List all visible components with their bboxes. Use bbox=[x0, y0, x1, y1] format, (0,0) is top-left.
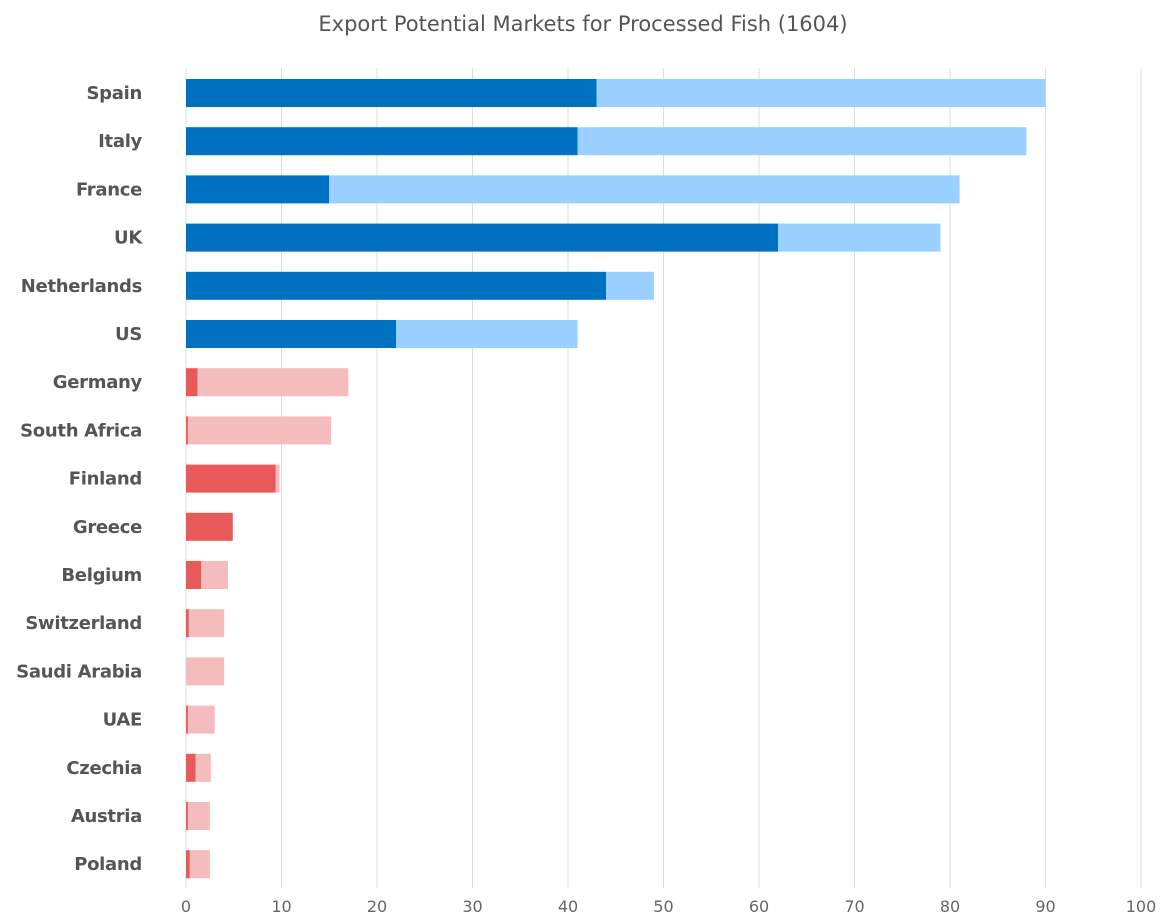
bar-segment bbox=[186, 609, 189, 638]
category-label: Germany bbox=[53, 372, 143, 393]
x-tick-label: 80 bbox=[940, 897, 960, 916]
x-tick-label: 10 bbox=[271, 897, 291, 916]
bar-segment bbox=[201, 561, 229, 589]
bar-segment bbox=[186, 320, 397, 348]
bar-segment bbox=[195, 753, 211, 782]
x-tick-label: 0 bbox=[181, 897, 191, 916]
bar-segment bbox=[186, 368, 198, 397]
bar-segment bbox=[187, 705, 215, 734]
bars bbox=[186, 79, 1046, 879]
bar-segment bbox=[186, 561, 202, 589]
bar-segment bbox=[778, 223, 941, 252]
chart-title: Export Potential Markets for Processed F… bbox=[318, 12, 847, 36]
x-tick-label: 90 bbox=[1035, 897, 1055, 916]
x-tick-label: 60 bbox=[749, 897, 769, 916]
bar-segment bbox=[606, 271, 654, 300]
category-label: UK bbox=[114, 228, 143, 249]
category-label: Poland bbox=[74, 854, 142, 875]
bar-segment bbox=[186, 512, 233, 541]
category-label: Italy bbox=[98, 131, 142, 152]
bar-segment bbox=[186, 175, 330, 204]
bar-segment bbox=[186, 464, 276, 493]
category-label: Austria bbox=[71, 806, 142, 827]
bar-segment bbox=[186, 753, 196, 782]
x-tick-label: 100 bbox=[1126, 897, 1157, 916]
category-labels: Spain Italy France UK Netherlands US Germany So… bbox=[16, 83, 143, 875]
bar-segment bbox=[197, 368, 349, 397]
x-tick-label: 30 bbox=[462, 897, 482, 916]
category-label: UAE bbox=[103, 710, 142, 731]
bar-segment bbox=[186, 271, 607, 300]
bar-segment bbox=[186, 802, 188, 830]
x-tick-label: 50 bbox=[653, 897, 673, 916]
bar-segment bbox=[577, 127, 1027, 156]
bar-segment bbox=[329, 175, 960, 204]
bar-segment bbox=[186, 705, 188, 734]
category-label: Spain bbox=[87, 83, 142, 104]
gridlines bbox=[185, 68, 1142, 888]
bar-segment bbox=[186, 127, 578, 156]
category-label: Greece bbox=[73, 517, 142, 538]
category-label: Belgium bbox=[61, 565, 142, 586]
bar-segment bbox=[596, 79, 1046, 107]
x-axis-tick-labels: 0 10 20 30 40 50 60 70 80 90 100 bbox=[181, 897, 1156, 916]
category-label: US bbox=[115, 324, 142, 345]
x-tick-label: 20 bbox=[367, 897, 387, 916]
bar-segment bbox=[186, 79, 597, 107]
x-tick-label: 70 bbox=[844, 897, 864, 916]
bar-segment bbox=[188, 609, 225, 638]
bar-segment bbox=[186, 850, 190, 879]
bar-segment bbox=[186, 416, 188, 445]
bar-segment bbox=[275, 464, 280, 493]
bar-segment bbox=[186, 657, 225, 686]
category-label: Finland bbox=[69, 469, 142, 490]
category-label: Saudi Arabia bbox=[16, 661, 142, 682]
bar-segment bbox=[187, 416, 332, 445]
category-label: Switzerland bbox=[25, 613, 142, 634]
x-tick-label: 40 bbox=[558, 897, 578, 916]
category-label: Czechia bbox=[66, 758, 142, 779]
bar-segment bbox=[396, 320, 578, 348]
bar-segment bbox=[186, 223, 779, 252]
category-label: South Africa bbox=[20, 420, 142, 441]
category-label: Netherlands bbox=[21, 276, 142, 297]
bar-segment bbox=[189, 850, 210, 879]
bar-segment bbox=[187, 802, 210, 830]
category-label: France bbox=[76, 179, 142, 200]
